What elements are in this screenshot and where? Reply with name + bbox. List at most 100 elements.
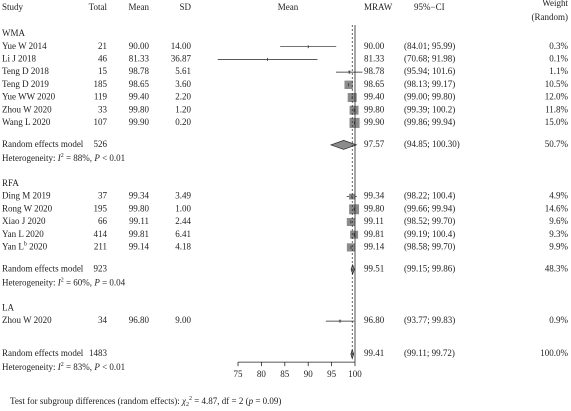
ci: (99.00; 99.80) xyxy=(404,92,455,102)
study-label-part: b xyxy=(24,242,27,248)
annotation: Heterogeneity: I2 = 60%, P = 0.04 xyxy=(2,277,126,287)
sd: 0.20 xyxy=(175,117,191,127)
total: 15 xyxy=(98,66,108,76)
annotation-part: I xyxy=(57,362,62,372)
group-label: WMA xyxy=(2,28,25,38)
annotation-part: I xyxy=(57,153,62,163)
annotation: Heterogeneity: I2 = 83%, P < 0.01 xyxy=(2,362,125,372)
mraw: 90.00 xyxy=(364,41,385,51)
weight: 9.9% xyxy=(549,241,568,251)
study-label: Ding M 2019 xyxy=(2,191,51,201)
total: 211 xyxy=(94,241,107,251)
total: 414 xyxy=(94,229,108,239)
ci: (99.86; 99.94) xyxy=(404,117,455,127)
weight: 12.0% xyxy=(545,92,569,102)
mean: 99.40 xyxy=(129,92,150,102)
weight: 0.3% xyxy=(549,41,568,51)
column-header: MRAW xyxy=(364,2,393,12)
mraw: 96.80 xyxy=(364,315,385,325)
annotation-part: p xyxy=(248,396,254,406)
ci: (98.22; 100.4) xyxy=(404,191,455,201)
total: 66 xyxy=(98,216,108,226)
annotation-part: P xyxy=(93,362,100,372)
annotation-part: < 0.01 xyxy=(100,362,125,372)
mraw: 99.34 xyxy=(364,191,385,201)
mraw: 98.78 xyxy=(364,66,385,76)
mean: 99.80 xyxy=(129,203,150,213)
mean: 81.33 xyxy=(129,53,150,63)
total: 107 xyxy=(94,117,108,127)
column-header: Study xyxy=(2,2,24,12)
column-header: Mean xyxy=(278,2,299,12)
total: 46 xyxy=(98,53,108,63)
mraw: 99.51 xyxy=(364,263,384,273)
mraw: 99.81 xyxy=(364,229,384,239)
summary-diamond xyxy=(350,263,355,275)
weight: 9.3% xyxy=(549,229,568,239)
column-header: 95%−CI xyxy=(414,2,445,12)
study-label: Teng D 2019 xyxy=(2,79,49,89)
mean: 99.81 xyxy=(129,229,149,239)
total: 33 xyxy=(98,104,108,114)
weight: 9.6% xyxy=(549,216,568,226)
ci: (99.11; 99.72) xyxy=(404,348,455,358)
weight: 48.3% xyxy=(545,263,569,273)
sd: 2.44 xyxy=(175,216,191,226)
annotation-part: = 0.09) xyxy=(253,396,281,406)
x-tick-label: 85 xyxy=(280,369,290,379)
weight: 4.9% xyxy=(549,191,568,201)
total: 526 xyxy=(94,139,108,149)
weight: 0.1% xyxy=(549,53,568,63)
weight: 15.0% xyxy=(545,117,569,127)
column-header: Mean xyxy=(129,2,150,12)
annotation: Test for subgroup differences (random ef… xyxy=(10,396,281,408)
column-header: Weight xyxy=(542,0,568,8)
weight: 0.9% xyxy=(549,315,568,325)
study-label: Teng D 2018 xyxy=(2,66,49,76)
sd: 3.60 xyxy=(175,79,191,89)
sd: 6.41 xyxy=(175,229,191,239)
sd: 5.61 xyxy=(175,66,191,76)
mean: 99.34 xyxy=(129,191,150,201)
weight: 11.8% xyxy=(545,104,568,114)
mraw: 98.65 xyxy=(364,79,385,89)
ci: (99.39; 100.2) xyxy=(404,104,455,114)
weight: 100.0% xyxy=(540,348,568,358)
annotation-part: χ xyxy=(181,396,187,406)
annotation-part: 2 xyxy=(61,153,64,159)
study-label: Random effects model xyxy=(2,263,84,273)
annotation-part: P xyxy=(93,153,100,163)
ci: (99.15; 99.86) xyxy=(404,263,455,273)
mean: 98.78 xyxy=(129,66,150,76)
study-label: Xiao J 2020 xyxy=(2,216,46,226)
sd: 3.49 xyxy=(175,191,191,201)
mraw: 99.14 xyxy=(364,241,385,251)
annotation-part: = 88%, xyxy=(64,153,95,163)
mean: 96.80 xyxy=(129,315,150,325)
mraw: 99.11 xyxy=(364,216,384,226)
study-label: Wang L 2020 xyxy=(2,117,51,127)
ci: (98.52; 99.70) xyxy=(404,216,455,226)
annotation-part: = 4.87, df = 2 ( xyxy=(192,396,249,406)
annotation-part: Heterogeneity: xyxy=(2,362,58,372)
total: 185 xyxy=(94,79,108,89)
weight: 14.6% xyxy=(545,203,569,213)
x-tick-label: 90 xyxy=(304,369,314,379)
x-tick-label: 95 xyxy=(327,369,337,379)
study-label-part: Yan L xyxy=(2,241,24,251)
annotation-part: = 0.04 xyxy=(100,277,126,287)
annotation-part: = 83%, xyxy=(64,362,95,372)
ci: (99.19; 100.4) xyxy=(404,229,455,239)
mraw: 99.40 xyxy=(364,92,385,102)
total: 37 xyxy=(98,191,108,201)
total: 119 xyxy=(94,92,108,102)
x-tick-label: 100 xyxy=(348,369,362,379)
annotation-part: Heterogeneity: xyxy=(2,277,58,287)
weight: 1.1% xyxy=(549,66,568,76)
study-label: Rong W 2020 xyxy=(2,203,53,213)
study-label-part: 2020 xyxy=(27,241,48,251)
study-label: Zhou W 2020 xyxy=(2,104,52,114)
total: 34 xyxy=(98,315,108,325)
x-tick-label: 80 xyxy=(257,369,267,379)
